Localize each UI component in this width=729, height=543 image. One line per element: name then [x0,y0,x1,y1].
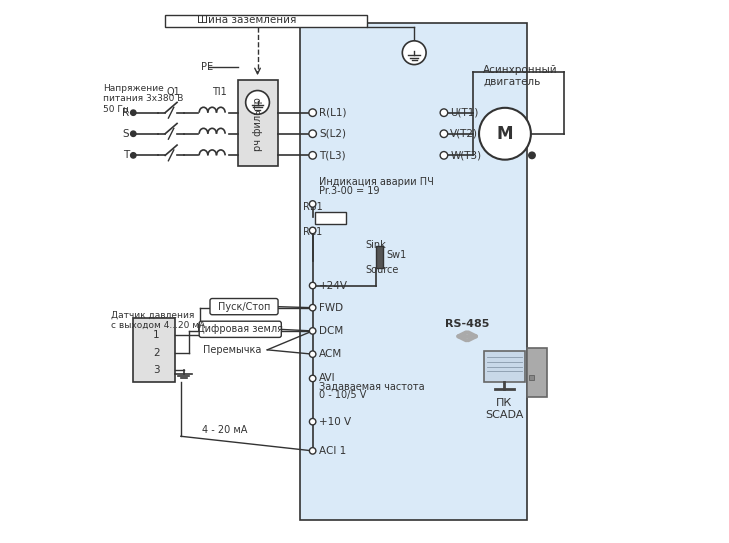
Text: RB1: RB1 [303,201,323,212]
Circle shape [309,419,316,425]
Circle shape [309,130,316,137]
Text: PE: PE [200,62,213,72]
Text: R: R [122,108,129,118]
Text: 0 - 10/5 V: 0 - 10/5 V [319,390,367,400]
Text: ПК
SCADA: ПК SCADA [486,398,523,420]
Text: RS-485: RS-485 [445,319,489,330]
Text: DCM: DCM [319,326,343,336]
Circle shape [309,282,316,289]
Text: Q1: Q1 [167,86,181,97]
Circle shape [130,153,136,158]
Text: W(T3): W(T3) [451,150,482,160]
Text: Индикация аварии ПЧ: Индикация аварии ПЧ [319,178,434,187]
Text: ACI 1: ACI 1 [319,446,346,456]
Circle shape [130,131,136,136]
Circle shape [130,110,136,115]
Bar [133,319,176,382]
Bar [376,246,383,268]
Text: рч фильтр: рч фильтр [252,97,262,151]
Text: U(T1): U(T1) [451,108,479,118]
Text: Pr.3-00 = 19: Pr.3-00 = 19 [319,186,380,196]
Text: Шина заземления: Шина заземления [197,15,297,26]
Text: S: S [122,129,129,139]
Text: T: T [122,150,129,160]
Text: +24V: +24V [319,281,348,291]
Text: FWD: FWD [319,302,343,313]
Circle shape [309,351,316,357]
Text: T(L3): T(L3) [319,150,346,160]
Circle shape [309,447,316,454]
Text: Sw1: Sw1 [386,250,406,260]
Text: R(L1): R(L1) [319,108,346,118]
Circle shape [309,109,316,116]
FancyBboxPatch shape [199,321,281,337]
Circle shape [309,305,316,311]
Circle shape [246,91,270,114]
Circle shape [440,130,448,137]
Text: RC1: RC1 [303,226,322,237]
Bar [300,23,526,520]
Bar [238,80,278,166]
Text: S(L2): S(L2) [319,129,346,139]
Bar [315,212,346,224]
FancyBboxPatch shape [210,299,278,315]
Circle shape [440,109,448,116]
Circle shape [309,151,316,159]
Text: 3: 3 [153,365,160,375]
Text: Датчик давления
с выходом 4...20 мА: Датчик давления с выходом 4...20 мА [111,311,205,330]
Circle shape [309,375,316,382]
Text: 1: 1 [153,330,160,340]
Text: Пуск/Стоп: Пуск/Стоп [218,301,270,312]
Text: ACM: ACM [319,349,343,359]
Text: V(T2): V(T2) [451,129,478,139]
Bar [529,375,534,380]
Circle shape [479,108,531,160]
Text: Цифровая земля: Цифровая земля [198,324,284,334]
Text: Асинхронный
двигатель: Асинхронный двигатель [483,65,558,87]
Text: M: M [496,125,513,143]
Text: Tl1: Tl1 [212,86,227,97]
Text: Задаваемая частота: Задаваемая частота [319,382,425,392]
Text: Sink: Sink [365,240,386,250]
Text: 2: 2 [153,348,160,357]
Circle shape [309,227,316,233]
Bar [526,348,547,397]
Circle shape [309,327,316,334]
Text: 4 - 20 мА: 4 - 20 мА [203,425,248,435]
Text: Напряжение
питания 3х380 В
50 Гц: Напряжение питания 3х380 В 50 Гц [103,84,184,113]
Text: +10 V: +10 V [319,416,351,427]
Circle shape [309,201,316,207]
Bar [485,351,525,382]
Circle shape [529,152,535,159]
Text: Перемычка: Перемычка [203,345,261,355]
Circle shape [402,41,426,65]
Bar [165,15,367,27]
Text: AVI: AVI [319,374,336,383]
Circle shape [440,151,448,159]
Text: Source: Source [365,265,399,275]
